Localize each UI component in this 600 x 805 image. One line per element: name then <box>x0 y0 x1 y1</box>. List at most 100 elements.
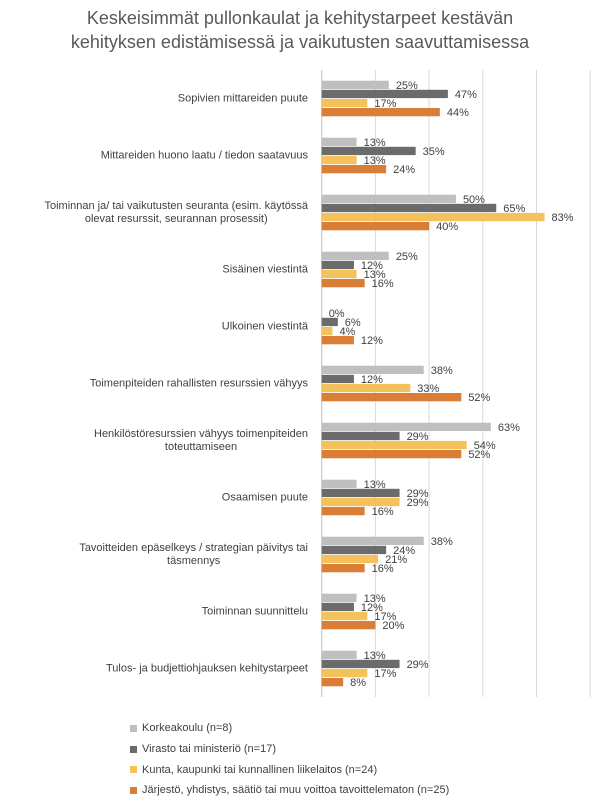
data-label: 4% <box>339 326 355 338</box>
chart-title: Keskeisimmät pullonkaulat ja kehitystarp… <box>0 6 600 54</box>
legend-label: Virasto tai ministeriö (n=17) <box>142 743 276 756</box>
bar <box>321 336 354 345</box>
legend-swatch <box>130 786 137 794</box>
legend-item: Korkeakoulu (n=8) <box>130 718 449 739</box>
legend-label: Kunta, kaupunki tai kunnallinen liikelai… <box>142 763 378 776</box>
category-label: Tavoitteiden epäselkeys / strategian päi… <box>0 542 308 568</box>
bar <box>321 155 357 165</box>
bar <box>321 554 379 564</box>
chart-title-line-1: Keskeisimmät pullonkaulat ja kehitystarp… <box>86 8 514 28</box>
bar <box>321 440 467 450</box>
bar <box>321 374 354 384</box>
category-label-line: toteuttamiseen <box>164 440 238 453</box>
category-label-line: Ulkoinen viestintä <box>221 320 308 332</box>
data-label: 12% <box>361 335 383 347</box>
legend-swatch <box>130 724 137 732</box>
category-label-line: Toiminnan ja/ tai vaikutusten seuranta (… <box>44 199 308 212</box>
category-label-line: Sopivien mittareiden puute <box>177 92 308 104</box>
data-label: 29% <box>407 431 429 443</box>
data-label: 13% <box>364 650 386 662</box>
data-label: 13% <box>364 269 386 281</box>
data-label: 54% <box>474 440 496 452</box>
data-label: 50% <box>463 194 485 206</box>
category-label-text: Sisäinen viestintä <box>222 263 308 276</box>
data-label: 24% <box>393 164 415 176</box>
bar <box>321 365 424 374</box>
category-label: Henkilöstöresurssien vähyys toimenpiteid… <box>0 428 308 454</box>
data-label: 38% <box>431 365 453 377</box>
category-label: Toiminnan ja/ tai vaikutusten seuranta (… <box>0 200 308 226</box>
bar <box>321 422 491 431</box>
bar <box>321 212 545 222</box>
data-label: 24% <box>393 545 415 557</box>
category-label-line: Sisäinen viestintä <box>222 263 308 275</box>
data-label: 21% <box>385 554 407 566</box>
bar <box>321 431 400 441</box>
data-label: 6% <box>345 317 361 329</box>
bar <box>321 678 344 687</box>
data-label: 12% <box>361 602 383 614</box>
category-label-line: Mittareiden huono laatu / tiedon saatavu… <box>100 149 308 161</box>
data-label: 25% <box>396 80 418 92</box>
category-label-line: Toimenpiteiden rahallisten resurssien vä… <box>89 377 308 389</box>
category-label: Sopivien mittareiden puute <box>0 92 308 105</box>
data-label: 29% <box>407 488 429 500</box>
bar <box>321 479 357 488</box>
category-label-line: täsmennys <box>167 554 221 567</box>
category-label-text: Sopivien mittareiden puute <box>178 92 308 105</box>
chart-title-line-2: kehityksen edistämisessä ja vaikutusten … <box>70 32 530 52</box>
category-label-text: Toimenpiteiden rahallisten resurssien vä… <box>90 377 308 390</box>
category-label-line: Osaamisen puute <box>221 491 308 503</box>
legend-item: Virasto tai ministeriö (n=17) <box>130 739 449 760</box>
bar <box>321 611 368 621</box>
bar <box>321 650 357 659</box>
bar <box>321 668 368 678</box>
legend: Korkeakoulu (n=8) Virasto tai ministeriö … <box>130 718 449 801</box>
bar <box>321 593 357 602</box>
legend-swatch <box>130 766 137 774</box>
bar <box>321 260 354 270</box>
data-label: 12% <box>361 260 383 272</box>
category-label-text: Henkilöstöresurssien vähyys toimenpiteid… <box>94 428 308 454</box>
bar <box>321 108 440 117</box>
data-label: 63% <box>498 422 520 434</box>
category-label-text: Ulkoinen viestintä <box>222 320 308 333</box>
bar <box>321 194 456 203</box>
bar <box>321 450 462 459</box>
legend-swatch <box>130 745 137 753</box>
data-label: 16% <box>372 563 394 575</box>
category-label-text: Toiminnan suunnittelu <box>202 605 308 618</box>
bar <box>321 222 430 231</box>
bar <box>321 98 368 108</box>
bar <box>321 564 365 573</box>
bar <box>321 137 357 146</box>
category-label-text: Toiminnan ja/ tai vaikutusten seuranta (… <box>44 200 308 226</box>
category-label-text: Osaamisen puute <box>222 491 308 504</box>
data-label: 17% <box>374 668 396 680</box>
data-label: 17% <box>374 611 396 623</box>
legend-label: Korkeakoulu (n=8) <box>142 722 233 735</box>
bar <box>321 317 338 327</box>
data-label: 25% <box>396 251 418 263</box>
bar <box>321 545 387 555</box>
data-label: 13% <box>364 593 386 605</box>
category-label: Toiminnan suunnittelu <box>0 605 308 618</box>
data-label: 0% <box>329 308 345 320</box>
bar <box>321 80 389 89</box>
bar <box>321 251 389 260</box>
bar <box>321 602 354 612</box>
data-label: 38% <box>431 536 453 548</box>
bar <box>321 326 333 336</box>
category-label: Sisäinen viestintä <box>0 263 308 276</box>
data-label: 29% <box>407 659 429 671</box>
bar <box>321 269 357 279</box>
bar <box>321 507 365 516</box>
bar <box>321 203 497 213</box>
bar <box>321 89 448 99</box>
data-label: 12% <box>361 374 383 386</box>
category-label: Tulos- ja budjettiohjauksen kehitystarpe… <box>0 662 308 675</box>
legend-label: Järjestö, yhdistys, säätiö tai muu voitt… <box>142 784 450 797</box>
category-label: Mittareiden huono laatu / tiedon saatavu… <box>0 149 308 162</box>
category-label: Toimenpiteiden rahallisten resurssien vä… <box>0 377 308 390</box>
